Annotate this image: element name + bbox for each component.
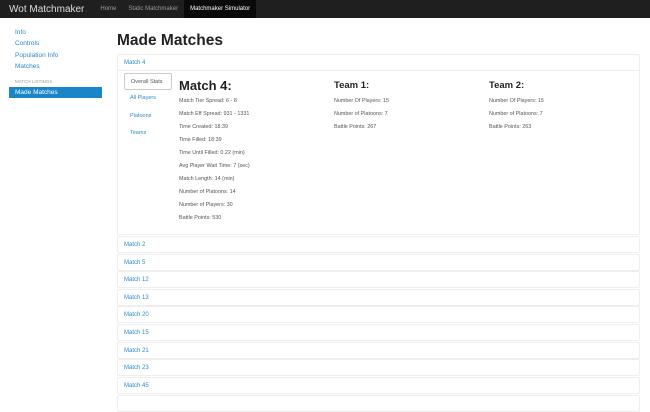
team2-stats: Team 2: Number Of Players: 15 Number of P… [489,78,544,134]
match-list-item[interactable] [117,395,640,412]
stat-line: Number of Platoons: 14 [179,189,236,195]
sidebar-item-made-matches[interactable]: Made Matches [9,87,102,99]
match-list-item[interactable]: Match 5 [117,253,640,271]
sidebar-item-matches[interactable]: Matches [15,62,40,70]
page-title: Made Matches [117,32,223,49]
tab-platoons[interactable]: Platoons [130,112,152,119]
match-header-expanded[interactable]: Match 4 [117,54,640,71]
sidebar-item-controls[interactable]: Controls [15,40,40,48]
match-list-item[interactable]: Match 12 [117,271,640,289]
stat-line: Battle Points: 530 [179,215,222,221]
stat-line: Match Tier Spread: 6 - 8 [179,98,237,104]
nav-matchmaker-simulator[interactable]: Matchmaker Simulator [184,0,257,18]
stat-line: Battle Points: 267 [334,124,377,130]
navbar: Wot Matchmaker Home Static Matchmaker Ma… [0,0,650,18]
match-list-item[interactable]: Match 13 [117,288,640,306]
stat-line: Match Eff Spread: 931 - 1331 [179,111,250,117]
match-list-item[interactable]: Match 45 [117,376,640,394]
stat-line: Time Until Filled: 0.22 (min) [179,150,245,156]
match-title: Match 4: [179,78,232,93]
match-list-item[interactable]: Match 21 [117,341,640,359]
match-list-item[interactable]: Match 2 [117,236,640,253]
team1-stats: Team 1: Number Of Players: 15 Number of P… [334,78,389,134]
match-list-item[interactable]: Match 15 [117,324,640,341]
stat-line: Match Length: 14 (min) [179,176,235,182]
sidebar-section-header: MATCH LISTINGS [15,79,53,85]
match-stats: Match 4: Match Tier Spread: 6 - 8 Match E… [179,78,250,225]
sidebar: Info Controls Population Info Matches MA… [9,27,102,99]
detail-tabs: Overall Stats All Players Platoons Teams [124,73,172,142]
tab-all-players[interactable]: All Players [130,95,156,102]
tab-teams[interactable]: Teams [130,129,147,136]
stat-line: Number of Players: 30 [179,202,233,208]
stat-line: Avg Player Wait Time: 7 (sec) [179,163,250,169]
stat-line: Time Created: 18:39 [179,124,228,130]
brand[interactable]: Wot Matchmaker [9,3,85,15]
match-details-panel: Overall Stats All Players Platoons Teams… [117,68,640,235]
team2-title: Team 2: [489,80,525,91]
match-list-item[interactable]: Match 20 [117,306,640,324]
stat-line: Battle Points: 263 [489,124,532,130]
team1-title: Team 1: [334,80,370,91]
stat-line: Time Filled: 18:39 [179,137,222,143]
sidebar-item-population-info[interactable]: Population Info [15,51,59,59]
stat-line: Number Of Players: 15 [334,98,389,104]
nav-home[interactable]: Home [100,6,117,12]
tab-overall-stats[interactable]: Overall Stats [124,73,172,91]
nav-static-matchmaker[interactable]: Static Matchmaker [128,6,179,12]
stat-line: Number of Platoons: 7 [489,111,543,117]
sidebar-item-info[interactable]: Info [15,29,26,36]
stat-line: Number of Platoons: 7 [334,111,388,117]
match-list-item[interactable]: Match 23 [117,359,640,377]
stat-line: Number Of Players: 15 [489,98,544,104]
